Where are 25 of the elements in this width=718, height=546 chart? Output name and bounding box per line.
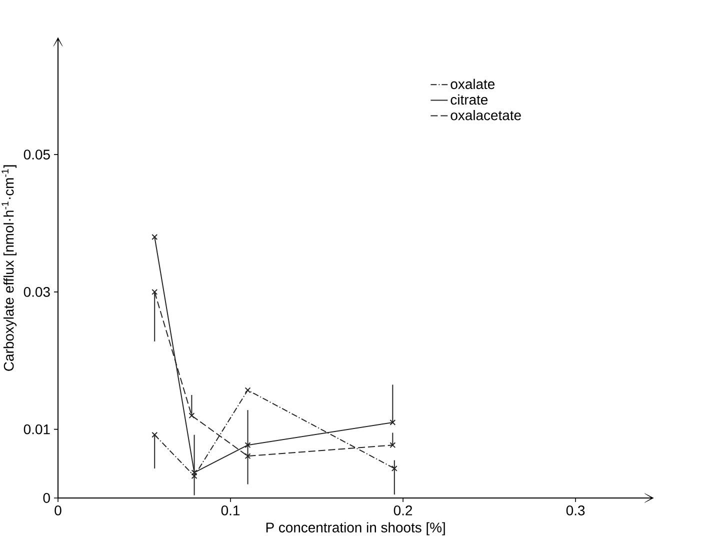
x-tick-label: 0.3 xyxy=(566,505,585,516)
x-tick-label: 0.2 xyxy=(394,505,412,516)
y-tick-label: 0.05 xyxy=(24,150,50,160)
x-tick-label: 0.1 xyxy=(221,505,240,516)
point xyxy=(244,453,251,460)
point xyxy=(152,288,158,295)
y-tick-label: 0.01 xyxy=(24,424,50,434)
point xyxy=(152,432,158,438)
legend-label: oxalate xyxy=(450,78,495,90)
x-axis-title: P concentration in shoots [%] xyxy=(266,522,445,536)
y-axis-title: Carboxylate efflux [nmol·h$^{-1}$·cm$^{-1}$] xyxy=(2,165,17,371)
y-tick-label: 0 xyxy=(43,493,50,503)
point xyxy=(191,470,198,476)
point xyxy=(244,442,251,448)
y-tick-label: 0.03 xyxy=(24,287,50,297)
x-tick-label: 0 xyxy=(54,505,62,516)
point xyxy=(391,466,398,472)
point xyxy=(152,234,158,240)
legend-label: citrate xyxy=(450,94,488,105)
legend-label: oxalacetate xyxy=(450,110,521,120)
point xyxy=(390,442,396,448)
point xyxy=(188,412,195,419)
point xyxy=(244,387,251,394)
point xyxy=(390,419,396,426)
point xyxy=(191,473,198,479)
